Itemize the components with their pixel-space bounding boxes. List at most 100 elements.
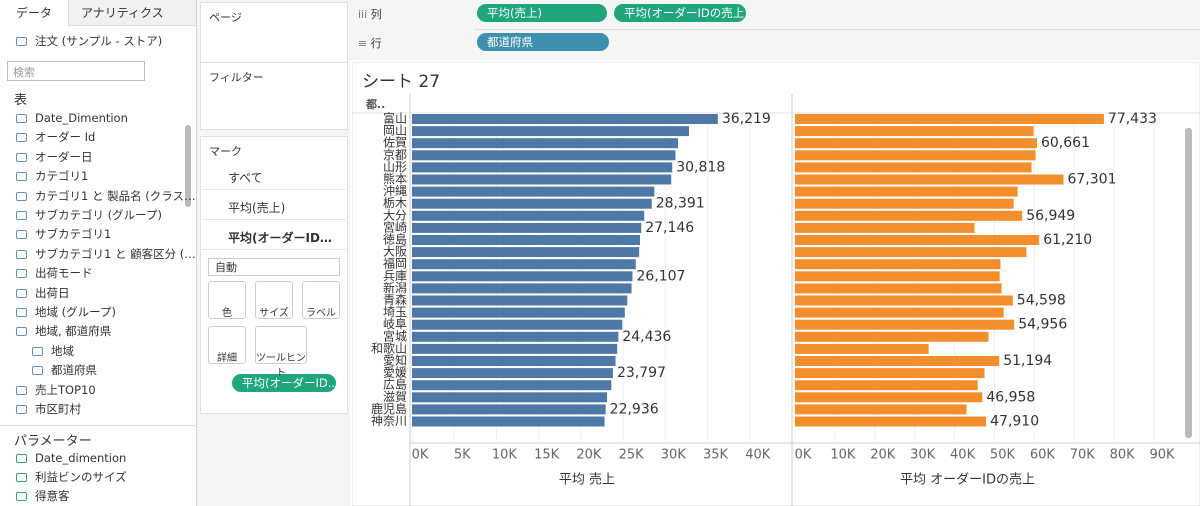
- x-tick-label: 0K: [795, 448, 812, 463]
- bar: [412, 343, 618, 354]
- divider: [474, 29, 1200, 30]
- row-label: 福岡: [383, 256, 407, 271]
- bar: [412, 392, 608, 403]
- parameter-name: 利益ビンのサイズ: [35, 470, 127, 484]
- mark-button[interactable]: 色: [208, 281, 246, 319]
- bar: [795, 222, 975, 233]
- bar: [412, 271, 633, 282]
- field-name: Date_Dimention: [35, 111, 128, 125]
- field[interactable]: 都道府県: [32, 361, 97, 380]
- bar: [412, 404, 606, 415]
- sheet-title: シート 27: [362, 72, 440, 92]
- axis-title: 平均 売上: [559, 472, 615, 488]
- axis-title: 平均 オーダーIDの売上: [900, 472, 1035, 488]
- field[interactable]: サブカテゴリ1: [16, 225, 111, 244]
- datasource[interactable]: 注文 (サンプル - ストア): [16, 33, 162, 49]
- value-label: 23,797: [617, 365, 666, 381]
- mark-card[interactable]: すべて: [200, 166, 346, 190]
- row-label: 岐阜: [383, 317, 407, 331]
- value-label: 60,661: [1041, 135, 1090, 151]
- row-pill[interactable]: 都道府県: [477, 33, 609, 51]
- field[interactable]: 市区町村: [16, 400, 81, 419]
- field-name: 市区町村: [35, 402, 81, 416]
- field[interactable]: Date_Dimention: [16, 109, 128, 128]
- row-label: 岡山: [383, 124, 407, 138]
- row-label: 京都: [383, 148, 407, 162]
- field[interactable]: オーダー Id: [16, 128, 95, 147]
- field[interactable]: 売上TOP10: [16, 381, 96, 400]
- bar: [795, 416, 987, 427]
- row-label: 宮城: [383, 328, 407, 343]
- value-label: 22,936: [610, 401, 659, 417]
- field[interactable]: 地域 (グループ): [16, 303, 116, 322]
- field-icon: [16, 172, 27, 182]
- param-icon: [16, 473, 27, 482]
- x-tick-label: 40K: [950, 448, 976, 463]
- value-label: 54,956: [1018, 317, 1067, 333]
- pages-shelf[interactable]: ページ: [200, 2, 348, 66]
- row-label: 徳島: [383, 232, 407, 247]
- divider: [0, 425, 196, 426]
- mark-type-dropdown[interactable]: 自動: [208, 258, 340, 276]
- value-label: 24,436: [622, 329, 671, 345]
- parameter-name: 得意客: [35, 489, 70, 503]
- parameter[interactable]: Date_dimention: [16, 449, 126, 468]
- x-tick-label: 50K: [990, 448, 1016, 463]
- tab-data[interactable]: データ: [0, 0, 68, 28]
- bar: [795, 210, 1023, 221]
- field[interactable]: 出荷モード: [16, 264, 93, 283]
- field-icon: [16, 152, 27, 162]
- field-icon: [16, 288, 27, 298]
- bar: [412, 416, 605, 427]
- field[interactable]: オーダー日: [16, 148, 93, 167]
- x-tick-label: 30K: [661, 448, 687, 463]
- scrollbar[interactable]: [1185, 128, 1192, 438]
- bar: [795, 247, 1027, 258]
- mark-pill[interactable]: 平均(オーダーID..: [232, 374, 336, 392]
- row-label: 宮崎: [383, 219, 407, 234]
- marks-title: マーク: [209, 145, 242, 158]
- filters-shelf[interactable]: フィルター: [200, 62, 348, 130]
- mark-button[interactable]: サイズ: [255, 281, 293, 319]
- search-box[interactable]: 検索: [7, 61, 145, 81]
- parameter[interactable]: 利益ビンのサイズ: [16, 468, 127, 487]
- bar: [412, 186, 655, 197]
- parameter[interactable]: 得意客: [16, 487, 70, 506]
- field[interactable]: 出荷日: [16, 284, 70, 303]
- bar: [412, 222, 642, 233]
- mark-card[interactable]: 平均(オーダーID…: [200, 226, 346, 250]
- mark-button[interactable]: 詳細: [208, 326, 246, 364]
- shelf-title: ページ: [209, 11, 242, 24]
- field[interactable]: 地域: [32, 342, 74, 361]
- field[interactable]: 地域, 都道府県: [16, 322, 111, 341]
- column-pill[interactable]: 平均(オーダーIDの売上): [614, 4, 746, 22]
- value-label: 28,391: [656, 196, 705, 212]
- row-header: 都..: [365, 97, 385, 111]
- bar: [412, 307, 625, 318]
- bar: [795, 319, 1015, 330]
- bar: [412, 138, 678, 149]
- datasource-name: 注文 (サンプル - ストア): [35, 34, 163, 48]
- mark-card[interactable]: 平均(売上): [200, 196, 346, 220]
- columns-label: iii 列: [358, 8, 382, 21]
- scrollbar[interactable]: [185, 125, 191, 207]
- bar: [412, 114, 718, 124]
- tab-analytics[interactable]: アナリティクス: [68, 0, 196, 26]
- field-icon: [16, 230, 27, 240]
- bar: [412, 126, 689, 137]
- field[interactable]: カテゴリ1: [16, 167, 88, 186]
- bar: [412, 162, 673, 173]
- shelf-label: 列: [370, 8, 382, 21]
- row-label: 新潟: [383, 280, 407, 295]
- bar: [795, 307, 1004, 318]
- mark-button[interactable]: ツールヒント: [255, 326, 307, 379]
- bar: [795, 150, 1036, 161]
- mark-button[interactable]: ラベル: [302, 281, 340, 319]
- field[interactable]: カテゴリ1 と 製品名 (クラス…: [16, 187, 196, 206]
- field[interactable]: サブカテゴリ1 と 顧客区分 (…: [16, 245, 196, 264]
- row-label: 山形: [383, 160, 407, 174]
- bar: [412, 380, 612, 391]
- field[interactable]: サブカテゴリ (グループ): [16, 206, 162, 225]
- column-pill[interactable]: 平均(売上): [477, 4, 607, 22]
- field-name: 地域 (グループ): [35, 305, 116, 319]
